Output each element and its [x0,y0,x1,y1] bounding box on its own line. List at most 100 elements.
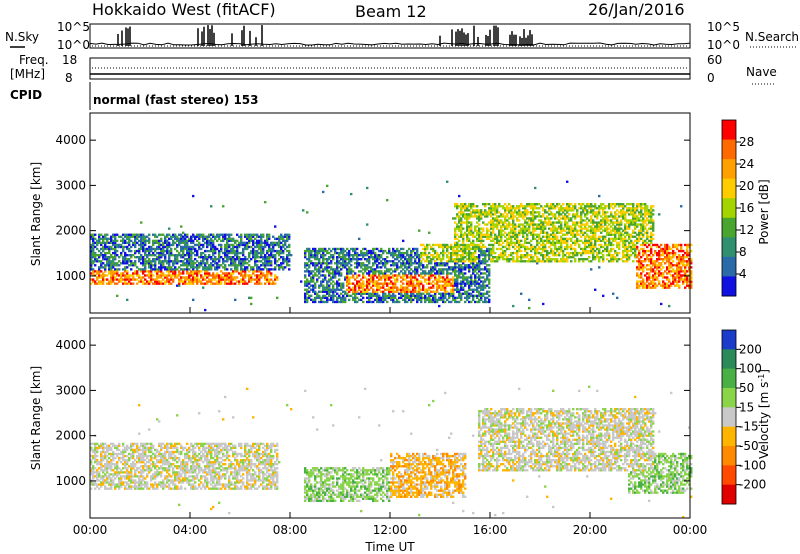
heatmap-cell [436,290,439,293]
heatmap-cell [420,260,423,263]
heatmap-cell [230,247,233,251]
heatmap-cell [154,278,157,281]
heatmap-cell [168,262,171,265]
heatmap-cell [614,225,617,228]
heatmap-cell [516,239,519,243]
heatmap-cell [628,254,631,257]
heatmap-cell [554,213,557,216]
heatmap-cell [380,290,383,293]
heatmap-cell [426,245,429,249]
heatmap-cell [620,213,623,216]
heatmap-cell [332,268,335,271]
heatmap-cell [94,233,97,236]
heatmap-cell [344,266,347,269]
heatmap-cell [480,211,483,214]
heatmap-cell [464,266,467,269]
heatmap-cell [260,245,263,249]
heatmap-cell [446,245,449,249]
heatmap-cell [554,243,557,247]
heatmap-cell [374,270,377,273]
heatmap-cell [376,254,379,257]
heatmap-cell [346,258,349,261]
heatmap-cell [236,264,239,267]
heatmap-cell [104,270,107,273]
heatmap-cell [534,217,537,220]
heatmap-cell [92,272,95,275]
heatmap-cell [438,280,441,283]
heatmap-cell [532,229,535,232]
heatmap-cell [378,262,381,265]
heatmap-cell [326,298,329,302]
heatmap-cell [520,292,523,295]
heatmap-cell [328,266,331,269]
heatmap-cell [112,270,115,273]
heatmap-cell [460,207,463,210]
heatmap-cell [550,221,553,224]
heatmap-cell [96,272,99,275]
heatmap-cell [346,292,349,295]
heatmap-cell [92,260,95,263]
heatmap-cell [176,268,179,271]
heatmap-cell [468,209,471,212]
heatmap-cell [320,300,323,304]
heatmap-cell [448,300,451,304]
heatmap-cell [330,256,333,259]
heatmap-cell [304,300,307,304]
heatmap-cell [168,272,171,275]
heatmap-cell [308,266,311,269]
heatmap-cell [150,254,153,257]
heatmap-cell [312,290,315,293]
heatmap-cell [490,258,493,261]
heatmap-cell [144,251,147,255]
heatmap-cell [530,247,533,251]
heatmap-cell [140,262,143,265]
heatmap-cell [100,233,103,236]
heatmap-cell [220,239,223,243]
heatmap-cell [406,292,409,295]
heatmap-cell [496,235,499,238]
heatmap-cell [422,276,425,279]
heatmap-cell [496,258,499,261]
heatmap-cell [330,266,333,269]
heatmap-cell [176,243,179,247]
heatmap-cell [132,274,135,277]
heatmap-cell [396,262,399,265]
heatmap-cell [308,296,311,300]
heatmap-cell [474,282,477,285]
heatmap-cell [262,247,265,251]
heatmap-cell [186,247,189,251]
heatmap-cell [372,247,375,251]
heatmap-cell [476,225,479,228]
heatmap-cell [202,243,205,247]
heatmap-cell [530,203,533,206]
heatmap-cell [546,211,549,214]
heatmap-cell [210,280,213,283]
heatmap-cell [472,268,475,271]
heatmap-cell [472,256,475,259]
heatmap-cell [580,217,583,220]
heatmap-cell [138,258,141,261]
heatmap-cell [482,260,485,263]
heatmap-cell [258,266,261,269]
heatmap-cell [220,280,223,283]
heatmap-cell [288,245,291,249]
heatmap-cell [436,278,439,281]
heatmap-cell [496,217,499,220]
heatmap-cell [348,268,351,271]
heatmap-cell [144,247,147,251]
heatmap-cell [402,286,405,289]
heatmap-cell [260,264,263,267]
heatmap-cell [222,272,225,275]
heatmap-cell [206,243,209,247]
heatmap-cell [208,239,211,243]
heatmap-cell [116,254,119,257]
heatmap-cell [120,278,123,281]
heatmap-cell [480,272,483,275]
heatmap-cell [128,235,131,238]
heatmap-cell [464,282,467,285]
heatmap-cell [256,239,259,243]
heatmap-cell [266,280,269,283]
heatmap-cell [526,237,529,241]
heatmap-cell [190,249,193,253]
heatmap-cell [398,274,401,277]
